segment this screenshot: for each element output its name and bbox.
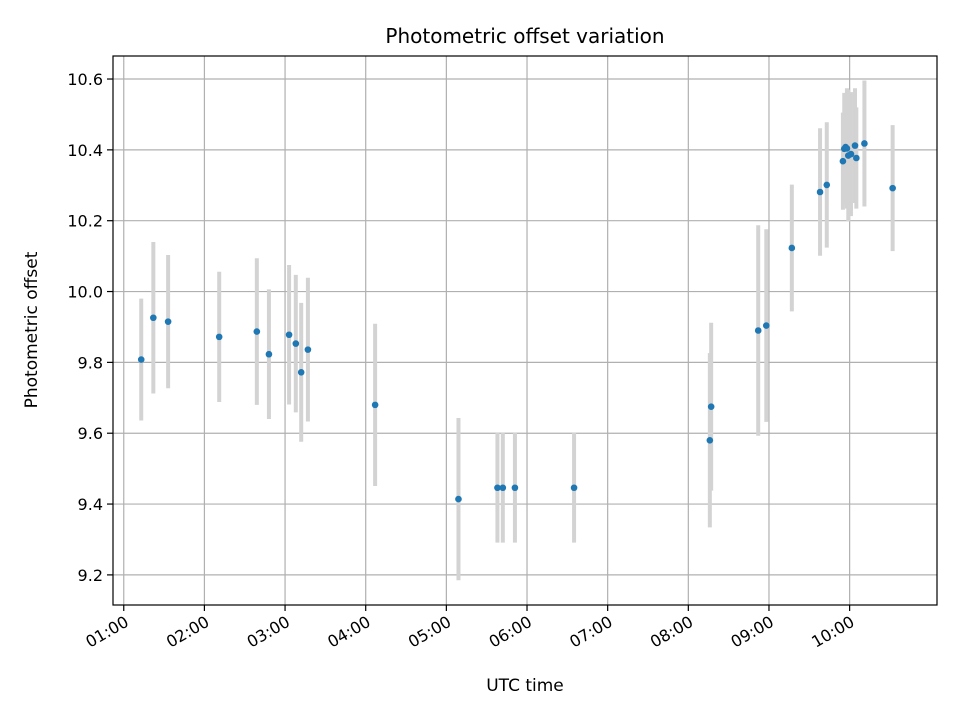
plot-frame <box>112 55 938 606</box>
data-point <box>706 437 714 444</box>
y-tick-label: 9.4 <box>78 495 103 514</box>
data-point <box>843 145 851 152</box>
data-point <box>304 346 312 353</box>
data-point <box>371 401 379 409</box>
y-tick-label: 9.6 <box>78 424 103 443</box>
y-tick-label: 10.4 <box>67 141 103 160</box>
data-point <box>853 154 860 162</box>
data-point <box>889 184 896 192</box>
data-point <box>823 181 831 189</box>
data-point <box>150 314 157 322</box>
chart-title: Photometric offset variation <box>385 24 664 48</box>
data-point <box>164 318 172 325</box>
data-point <box>707 403 715 410</box>
y-tick-label: 9.8 <box>78 353 103 372</box>
data-point <box>788 244 796 252</box>
data-point <box>570 484 578 492</box>
data-points <box>137 140 896 503</box>
data-point <box>847 150 855 158</box>
data-point <box>816 188 824 196</box>
data-point <box>511 484 519 492</box>
y-axis-label: Photometric offset <box>22 251 42 408</box>
y-axis: 9.2 9.4 9.6 9.8 10.0 10.2 10.4 10.6 <box>67 70 113 585</box>
grid <box>113 56 937 605</box>
y-tick-label: 10.2 <box>67 212 103 231</box>
y-tick-label: 10.6 <box>67 70 103 89</box>
data-point <box>297 368 305 376</box>
data-point <box>851 142 859 149</box>
data-point <box>292 340 300 347</box>
data-point <box>285 331 293 339</box>
data-point <box>499 484 507 492</box>
data-point <box>494 484 501 492</box>
data-point <box>215 333 223 341</box>
data-point <box>762 322 770 329</box>
data-point <box>861 140 868 147</box>
data-point <box>253 328 261 335</box>
x-axis-label: UTC time <box>486 676 564 696</box>
data-point <box>137 356 145 363</box>
data-point <box>455 495 462 503</box>
data-point <box>839 157 847 165</box>
data-point <box>265 350 273 358</box>
y-tick-label: 9.2 <box>78 566 103 585</box>
data-point <box>754 327 762 334</box>
y-tick-label: 10.0 <box>67 283 103 302</box>
